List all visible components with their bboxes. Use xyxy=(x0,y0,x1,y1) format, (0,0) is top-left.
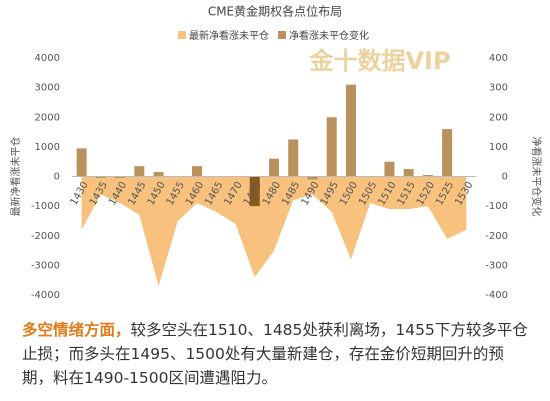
legend-label: 净看涨未平仓变化 xyxy=(289,29,369,42)
y2-tick-label: -200 xyxy=(485,231,508,242)
y2-tick-label: 200 xyxy=(489,112,508,123)
legend-swatch xyxy=(278,31,286,39)
watermark: 金十数据VIP xyxy=(308,47,450,75)
area xyxy=(81,176,467,287)
bar xyxy=(134,166,145,177)
y-tick-label: 4000 xyxy=(35,53,60,64)
bar xyxy=(95,176,106,178)
y-tick-label: -3000 xyxy=(31,260,60,271)
y2-tick-label: 300 xyxy=(489,83,508,94)
body: 较多空头在1510、1485处获利离场，1455下方较多平仓止损；而多头在149… xyxy=(22,321,528,387)
legend-label: 最新净看涨未平仓 xyxy=(189,29,269,42)
bar xyxy=(192,166,203,177)
y-axis-title: 最新净看涨未平仓 xyxy=(9,137,22,217)
y2-tick-label: 0 xyxy=(502,172,508,183)
bar xyxy=(307,176,318,180)
y2-tick-label: 100 xyxy=(489,142,508,153)
legend-swatch xyxy=(178,31,186,39)
bar xyxy=(288,139,299,177)
y-tick-label: -1000 xyxy=(31,201,60,212)
paragraph: 多空情绪方面，较多空头在1510、1485处获利离场，1455下方较多平仓止损；… xyxy=(22,318,532,390)
bar xyxy=(442,129,453,177)
y2-tick-label: -300 xyxy=(485,260,508,271)
bar xyxy=(326,117,337,177)
y2-tick-label: 400 xyxy=(489,53,508,64)
bar xyxy=(153,172,164,177)
bar xyxy=(345,84,356,177)
y-tick-label: 3000 xyxy=(35,83,60,94)
bar xyxy=(422,175,433,177)
bar xyxy=(76,148,87,177)
highlight: 多空情绪方面， xyxy=(22,321,131,339)
y-tick-label: -2000 xyxy=(31,231,60,242)
chart: CME黄金期权各点位布局 金十数据VIP 最新净看涨未平仓 净看涨未平仓变化-40… xyxy=(9,4,543,302)
y2-axis-title: 净看涨未平仓变化 xyxy=(530,137,543,217)
y-tick-label: 0 xyxy=(54,172,60,183)
y-tick-label: -4000 xyxy=(31,290,60,301)
bar xyxy=(249,176,260,207)
bar xyxy=(115,176,126,178)
y2-tick-label: -100 xyxy=(485,201,508,212)
chart-title: CME黄金期权各点位布局 xyxy=(208,4,342,19)
y-tick-label: 1000 xyxy=(35,142,60,153)
y-tick-label: 2000 xyxy=(35,112,60,123)
bar xyxy=(384,161,395,177)
bar xyxy=(403,169,414,177)
bar xyxy=(269,158,279,177)
y2-tick-label: -400 xyxy=(485,290,508,301)
